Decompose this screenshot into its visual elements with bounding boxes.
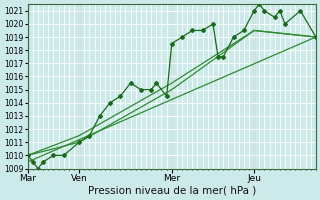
X-axis label: Pression niveau de la mer( hPa ): Pression niveau de la mer( hPa ) — [88, 186, 256, 196]
